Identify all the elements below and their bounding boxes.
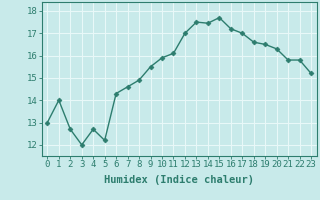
X-axis label: Humidex (Indice chaleur): Humidex (Indice chaleur) bbox=[104, 175, 254, 185]
